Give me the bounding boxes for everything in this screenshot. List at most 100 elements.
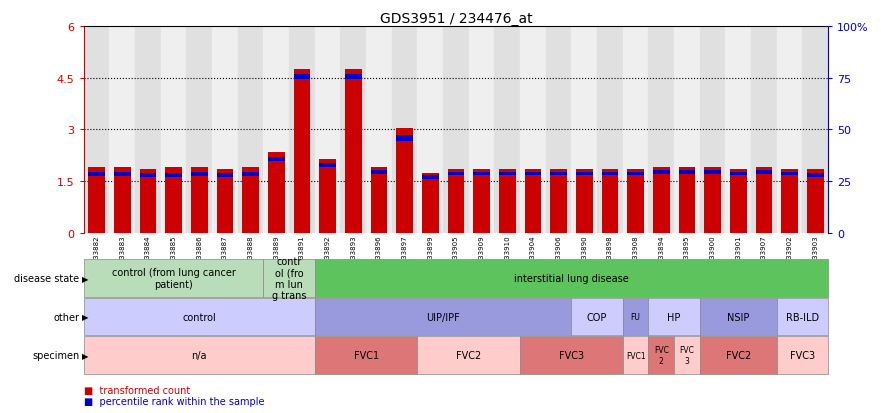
Bar <box>217 174 233 178</box>
Bar <box>418 27 443 233</box>
Bar <box>648 27 674 233</box>
Bar <box>268 158 285 162</box>
Text: HP: HP <box>668 312 681 322</box>
Text: FU: FU <box>631 312 640 321</box>
Bar <box>678 171 695 174</box>
Bar <box>293 70 310 233</box>
Bar <box>422 176 439 179</box>
Bar <box>524 170 541 233</box>
Bar <box>88 172 105 176</box>
Bar <box>627 173 644 176</box>
Text: FVC
3: FVC 3 <box>679 346 694 365</box>
Bar <box>422 173 439 233</box>
Bar <box>268 152 285 233</box>
Bar <box>319 159 336 233</box>
Bar <box>725 27 751 233</box>
Bar <box>576 170 593 233</box>
Text: COP: COP <box>587 312 607 322</box>
Bar <box>396 128 413 233</box>
Bar <box>602 173 618 176</box>
Bar <box>191 172 208 176</box>
Text: FVC3: FVC3 <box>559 350 584 360</box>
Text: disease state: disease state <box>14 273 79 283</box>
Bar <box>807 170 824 233</box>
Bar <box>84 27 109 233</box>
Text: UIP/IPF: UIP/IPF <box>426 312 460 322</box>
Bar <box>88 168 105 233</box>
Text: FVC1: FVC1 <box>353 350 379 360</box>
Bar <box>371 168 388 233</box>
Bar <box>756 171 773 174</box>
Bar <box>572 27 597 233</box>
Bar <box>212 27 238 233</box>
Text: control: control <box>182 312 216 322</box>
Text: FVC1: FVC1 <box>626 351 646 360</box>
Bar <box>751 27 777 233</box>
Bar <box>627 170 644 233</box>
Bar <box>653 171 670 174</box>
Text: FVC2: FVC2 <box>456 350 481 360</box>
Text: specimen: specimen <box>32 350 79 360</box>
Text: interstitial lung disease: interstitial lung disease <box>514 273 629 283</box>
Bar <box>135 27 160 233</box>
Bar <box>315 27 340 233</box>
Bar <box>700 27 725 233</box>
Text: other: other <box>53 312 79 322</box>
Text: ■  transformed count: ■ transformed count <box>84 385 190 395</box>
Bar <box>674 27 700 233</box>
Bar <box>678 168 695 233</box>
Bar <box>139 170 156 233</box>
Bar <box>803 27 828 233</box>
Text: FVC3: FVC3 <box>790 350 815 360</box>
Bar <box>191 168 208 233</box>
Bar <box>781 173 798 176</box>
Bar <box>238 27 263 233</box>
Bar <box>242 172 259 176</box>
Bar <box>166 173 181 177</box>
Bar <box>139 174 156 178</box>
Bar <box>217 170 233 233</box>
Bar <box>187 27 212 233</box>
Bar <box>597 27 623 233</box>
Bar <box>494 27 520 233</box>
Bar <box>344 75 361 80</box>
Bar <box>443 27 469 233</box>
Bar <box>730 173 746 176</box>
Bar <box>602 170 618 233</box>
Bar <box>520 27 545 233</box>
Bar <box>704 168 721 233</box>
Bar <box>289 27 315 233</box>
Bar <box>704 171 721 174</box>
Bar <box>730 170 746 233</box>
Bar <box>263 27 289 233</box>
Text: control (from lung cancer
patient): control (from lung cancer patient) <box>112 268 235 289</box>
Bar <box>499 173 515 176</box>
Bar <box>499 170 515 233</box>
Bar <box>344 70 361 233</box>
Bar <box>545 27 572 233</box>
Bar <box>623 27 648 233</box>
Bar <box>469 27 494 233</box>
Text: ▶: ▶ <box>82 274 88 283</box>
Text: RB-ILD: RB-ILD <box>786 312 819 322</box>
Bar <box>448 173 464 176</box>
Bar <box>448 170 464 233</box>
Bar <box>653 168 670 233</box>
Bar <box>392 27 418 233</box>
Text: contr
ol (fro
m lun
g trans: contr ol (fro m lun g trans <box>272 256 307 301</box>
Bar <box>551 173 567 176</box>
Text: ▶: ▶ <box>82 351 88 360</box>
Bar <box>160 27 187 233</box>
Bar <box>166 168 181 233</box>
Bar <box>524 173 541 176</box>
Text: n/a: n/a <box>191 350 207 360</box>
Bar <box>109 27 135 233</box>
Bar <box>371 171 388 174</box>
Bar <box>473 173 490 176</box>
Bar <box>319 164 336 168</box>
Bar <box>777 27 803 233</box>
Bar <box>551 170 567 233</box>
Bar <box>114 168 130 233</box>
Bar <box>396 135 413 142</box>
Bar <box>366 27 392 233</box>
